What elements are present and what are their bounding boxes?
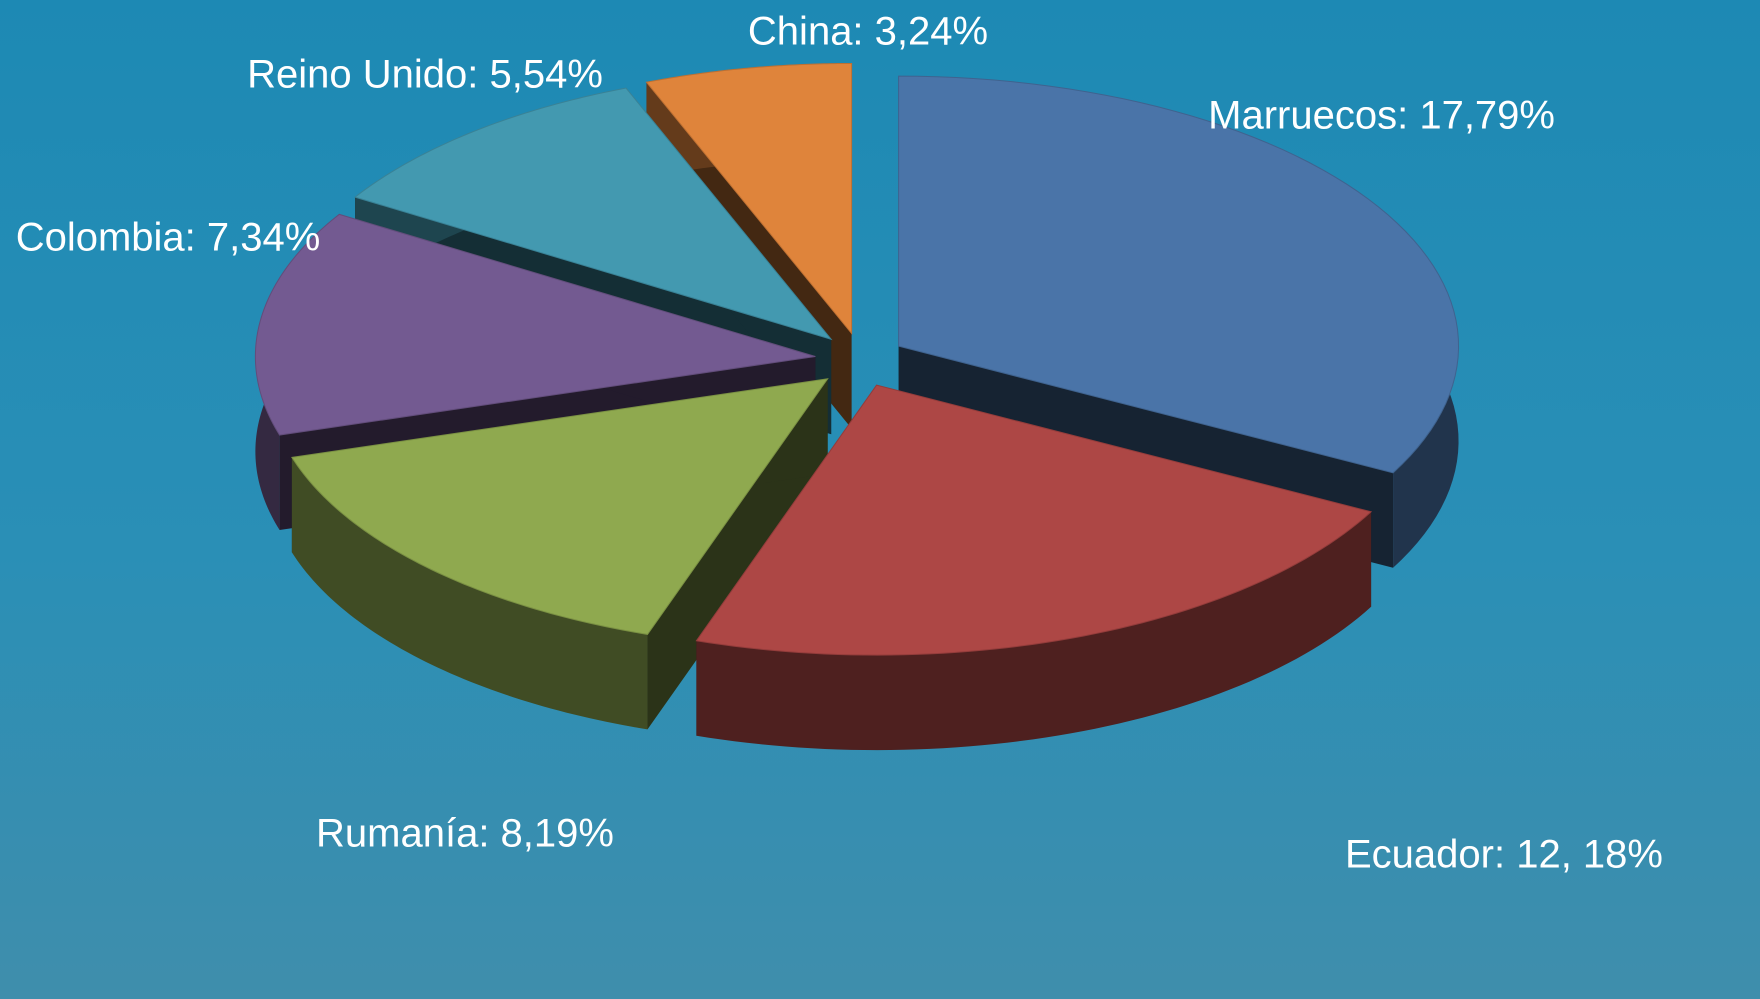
slice-top: [898, 75, 1460, 474]
slice-top: [695, 384, 1373, 656]
slice-top: [645, 62, 853, 335]
slice-top: [254, 213, 816, 436]
slice-top: [353, 87, 833, 341]
data-label: Colombia: 7,34%: [16, 216, 321, 260]
slice: [291, 378, 829, 730]
slice-side: [696, 511, 1372, 751]
slice-side: [291, 457, 648, 730]
labels: Marruecos: 17,79% Ecuador: 12, 18% Rumanía…: [16, 10, 1663, 877]
data-label: Reino Unido: 5,54%: [247, 53, 603, 97]
slice: [695, 384, 1373, 751]
data-label: Marruecos: 17,79%: [1208, 94, 1555, 138]
slice-top: [291, 378, 829, 635]
pie: [254, 62, 1460, 751]
data-label: China: 3,24%: [748, 10, 988, 54]
data-label: Rumanía: 8,19%: [316, 812, 614, 856]
data-label: Ecuador: 12, 18%: [1345, 833, 1663, 877]
